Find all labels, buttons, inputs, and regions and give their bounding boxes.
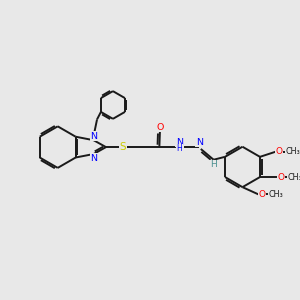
Text: N: N	[196, 138, 203, 147]
Text: H: H	[176, 144, 182, 153]
Text: O: O	[258, 190, 265, 199]
Text: O: O	[156, 123, 164, 132]
Text: S: S	[119, 142, 126, 152]
Text: N: N	[90, 154, 97, 163]
Text: O: O	[277, 172, 284, 182]
Text: CH₃: CH₃	[268, 190, 283, 199]
Text: CH₃: CH₃	[287, 172, 300, 182]
Text: N: N	[176, 138, 183, 147]
Text: O: O	[276, 147, 283, 156]
Text: H: H	[210, 160, 216, 169]
Text: N: N	[90, 132, 97, 141]
Text: CH₃: CH₃	[286, 147, 300, 156]
